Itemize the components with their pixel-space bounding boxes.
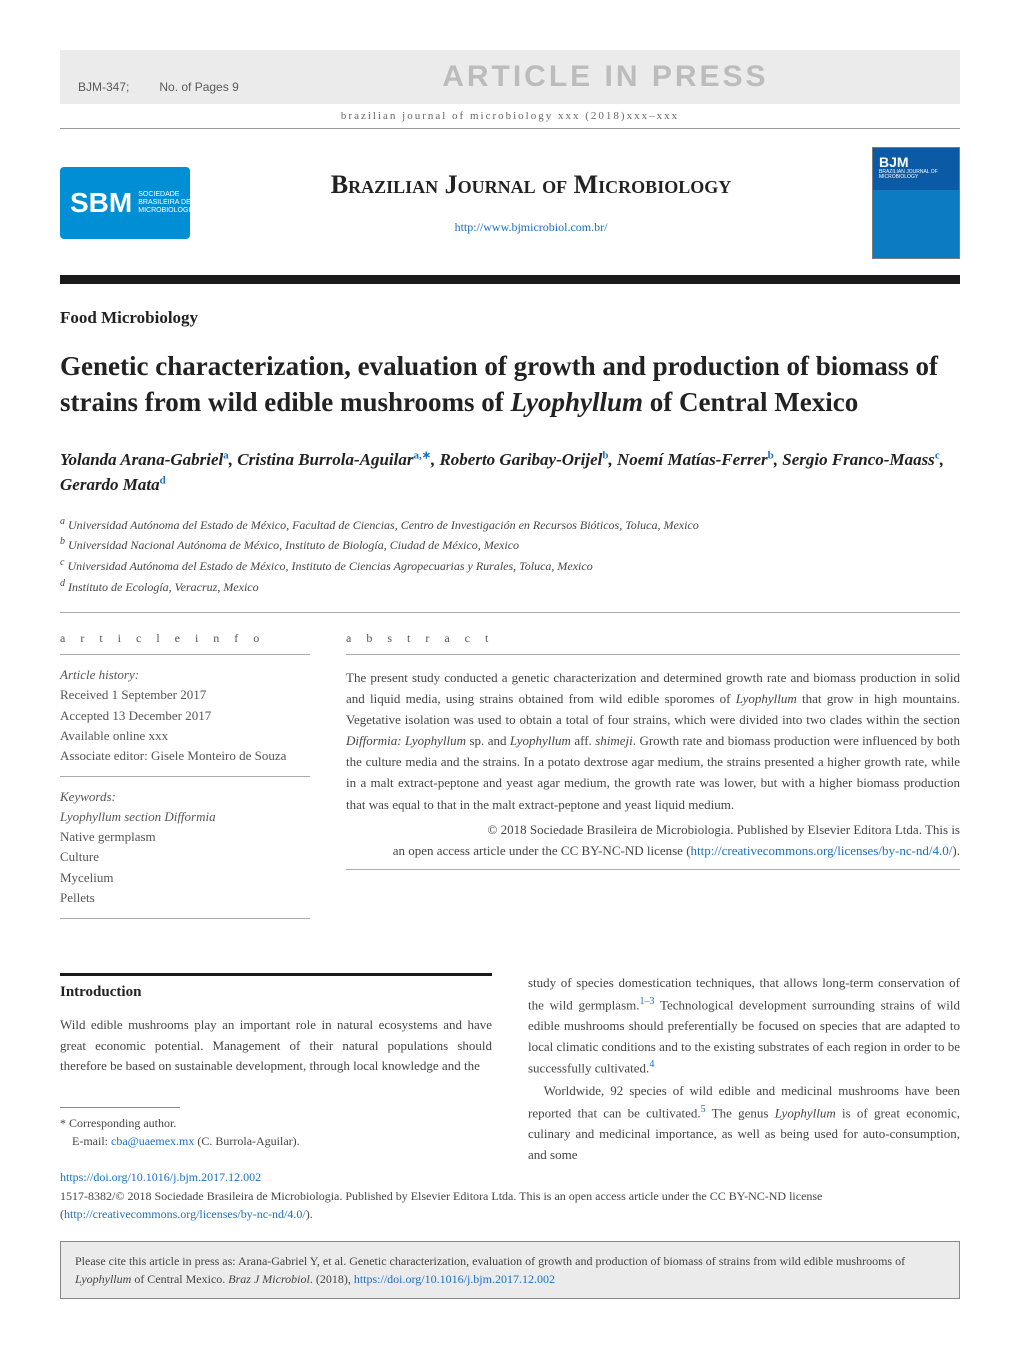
license-link[interactable]: http://creativecommons.org/licenses/by-n… bbox=[691, 843, 953, 858]
sbm-logo-text: SBM bbox=[70, 187, 132, 219]
section-label: Food Microbiology bbox=[60, 308, 960, 328]
article-in-press-label: ARTICLE IN PRESS bbox=[269, 60, 942, 94]
journal-running-head: brazilian journal of microbiology xxx (2… bbox=[60, 110, 960, 122]
article-info-heading: a r t i c l e i n f o bbox=[60, 631, 310, 655]
email-label: E-mail: bbox=[72, 1134, 111, 1148]
section-rule bbox=[60, 973, 492, 976]
affiliation-d: d Instituto de Ecología, Veracruz, Mexic… bbox=[60, 576, 960, 597]
article-info-column: a r t i c l e i n f o Article history: R… bbox=[60, 631, 310, 929]
keyword: Lyophyllum section Difformia bbox=[60, 809, 216, 824]
footnote-rule bbox=[60, 1107, 180, 1108]
introduction-heading: Introduction bbox=[60, 984, 492, 1001]
authors: Yolanda Arana-Gabriela, Cristina Burrola… bbox=[60, 447, 960, 498]
affiliations: a Universidad Autónoma del Estado de Méx… bbox=[60, 514, 960, 596]
article-ref-pages: No. of Pages 9 bbox=[159, 80, 238, 94]
doi-link[interactable]: https://doi.org/10.1016/j.bjm.2017.12.00… bbox=[60, 1170, 261, 1184]
journal-url-link[interactable]: http://www.bjmicrobiol.com.br/ bbox=[455, 220, 608, 234]
masthead: SBM Sociedade Brasileira de Microbiologi… bbox=[60, 129, 960, 269]
corresponding-author-note: * Corresponding author. bbox=[60, 1116, 176, 1130]
thick-rule bbox=[60, 275, 960, 284]
keyword: Pellets bbox=[60, 890, 95, 905]
footnotes: * Corresponding author. E-mail: cba@uaem… bbox=[60, 1114, 492, 1150]
keywords-block: Keywords: Lyophyllum section Difformia N… bbox=[60, 787, 310, 919]
email-author-name: (C. Burrola-Aguilar). bbox=[194, 1134, 299, 1148]
accepted-date: Accepted 13 December 2017 bbox=[60, 708, 211, 723]
affiliation-c: c Universidad Autónoma del Estado de Méx… bbox=[60, 555, 960, 576]
license-link[interactable]: http://creativecommons.org/licenses/by-n… bbox=[64, 1207, 306, 1221]
divider bbox=[346, 869, 960, 870]
history-label: Article history: bbox=[60, 667, 139, 682]
citation-box: Please cite this article in press as: Ar… bbox=[60, 1241, 960, 1299]
publisher-note: 1517-8382/© 2018 Sociedade Brasileira de… bbox=[60, 1187, 960, 1223]
journal-cover-thumbnail: BJM BRAZILIAN JOURNAL OF MICROBIOLOGY bbox=[872, 147, 960, 259]
cover-subtitle: BRAZILIAN JOURNAL OF MICROBIOLOGY bbox=[879, 170, 953, 180]
keyword: Mycelium bbox=[60, 870, 113, 885]
keywords-label: Keywords: bbox=[60, 789, 116, 804]
affiliation-b: b Universidad Nacional Autónoma de Méxic… bbox=[60, 534, 960, 555]
article-history-block: Article history: Received 1 September 20… bbox=[60, 665, 310, 777]
abstract-heading: a b s t r a c t bbox=[346, 631, 960, 655]
article-ref-bar: BJM-347; No. of Pages 9 ARTICLE IN PRESS bbox=[60, 50, 960, 104]
body-column-right: study of species domestication technique… bbox=[528, 973, 960, 1166]
divider bbox=[60, 612, 960, 613]
abstract-copyright: © 2018 Sociedade Brasileira de Microbiol… bbox=[346, 819, 960, 861]
keyword: Culture bbox=[60, 849, 99, 864]
citation-ref[interactable]: 1–3 bbox=[639, 996, 654, 1007]
cover-label: BJM bbox=[879, 154, 953, 170]
article-title: Genetic characterization, evaluation of … bbox=[60, 348, 960, 421]
doi-line: https://doi.org/10.1016/j.bjm.2017.12.00… bbox=[60, 1170, 960, 1185]
received-date: Received 1 September 2017 bbox=[60, 687, 206, 702]
citation-doi-link[interactable]: https://doi.org/10.1016/j.bjm.2017.12.00… bbox=[354, 1272, 555, 1286]
affiliation-a: a Universidad Autónoma del Estado de Méx… bbox=[60, 514, 960, 535]
abstract-text: The present study conducted a genetic ch… bbox=[346, 667, 960, 814]
intro-paragraph: Worldwide, 92 species of wild edible and… bbox=[528, 1081, 960, 1166]
body-column-left: Introduction Wild edible mushrooms play … bbox=[60, 973, 492, 1166]
sbm-logo: SBM Sociedade Brasileira de Microbiologi… bbox=[60, 167, 190, 239]
sbm-logo-subtext: Sociedade Brasileira de Microbiologia bbox=[138, 191, 195, 214]
intro-paragraph: study of species domestication technique… bbox=[528, 973, 960, 1080]
keyword: Native germplasm bbox=[60, 829, 156, 844]
associate-editor: Associate editor: Gisele Monteiro de Sou… bbox=[60, 748, 286, 763]
intro-paragraph: Wild edible mushrooms play an important … bbox=[60, 1015, 492, 1077]
article-ref-id: BJM-347; bbox=[78, 80, 129, 94]
journal-title: Brazilian Journal of Microbiology bbox=[210, 170, 852, 200]
abstract-column: a b s t r a c t The present study conduc… bbox=[346, 631, 960, 929]
available-online: Available online xxx bbox=[60, 728, 168, 743]
corresponding-email-link[interactable]: cba@uaemex.mx bbox=[111, 1134, 194, 1148]
citation-ref[interactable]: 4 bbox=[649, 1059, 654, 1070]
